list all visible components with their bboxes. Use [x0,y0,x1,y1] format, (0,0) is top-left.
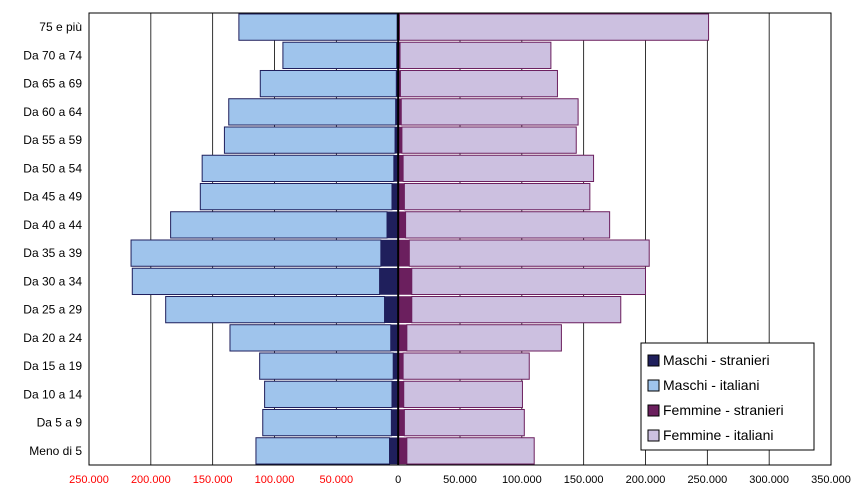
bar-maschi-italiani [264,380,393,409]
bar-maschi-stranieri [379,267,399,295]
x-tick-label: 100.000 [502,474,542,486]
bars-group [130,13,710,465]
bar-femmine-stranieri [397,437,408,465]
legend-swatch [647,354,660,367]
x-tick-label: 50.000 [320,474,354,486]
bar-maschi-italiani [282,41,398,70]
bar-femmine-italiani [399,41,552,70]
bar-femmine-italiani [408,239,650,267]
legend-label: Femmine - italiani [663,427,773,443]
bar-maschi-italiani [165,295,386,324]
category-label: Da 35 a 39 [23,246,82,260]
bar-femmine-italiani [403,182,591,211]
bar-femmine-italiani [400,98,579,126]
category-label: Da 30 a 34 [23,274,82,288]
bar-femmine-stranieri [397,324,408,352]
legend-box [640,342,815,451]
category-label: Da 25 a 29 [23,303,82,317]
category-label: Da 15 a 19 [23,359,82,373]
legend-label: Femmine - stranieri [663,402,784,418]
x-tick-label: 100.000 [255,474,295,486]
category-labels: 75 e più Da 70 a 74 Da 65 a 69 Da 60 a 64 Da… [23,20,82,458]
bar-maschi-italiani [170,211,388,239]
bar-maschi-stranieri [389,437,399,465]
bar-maschi-italiani [131,267,381,296]
bar-maschi-stranieri [384,296,399,324]
category-label: Da 55 a 59 [23,133,82,147]
bar-femmine-italiani [411,267,646,296]
bar-maschi-italiani [228,98,397,126]
category-label: Da 50 a 54 [23,161,82,175]
category-label: Meno di 5 [29,444,82,458]
category-label: Da 10 a 14 [23,387,82,401]
bar-femmine-italiani [403,380,523,409]
bar-femmine-italiani [401,126,577,154]
x-tick-label: 250.000 [69,474,109,486]
bar-femmine-stranieri [397,296,413,324]
bar-maschi-italiani [201,154,395,183]
bar-femmine-italiani [402,352,530,380]
bar-maschi-italiani [238,13,398,41]
legend-label: Maschi - italiani [663,377,759,393]
x-tick-label: 150.000 [193,474,233,486]
x-tick-label: 300.000 [749,474,789,486]
category-label: Da 40 a 44 [23,218,82,232]
bar-femmine-italiani [402,154,595,183]
bar-maschi-italiani [255,437,391,465]
bar-femmine-italiani [398,13,710,41]
x-tick-label: 150.000 [564,474,604,486]
bar-femmine-stranieri [397,211,406,239]
bar-maschi-stranieri [386,211,399,239]
bar-maschi-stranieri [391,409,399,437]
bar-maschi-italiani [130,239,382,267]
x-tick-label: 200.000 [626,474,666,486]
bar-maschi-italiani [259,69,397,98]
bar-femmine-italiani [406,437,535,465]
x-tick-label: 250.000 [687,474,727,486]
x-tick-label: 0 [395,474,401,486]
category-label: Da 20 a 24 [23,331,82,345]
legend-label: Maschi - stranieri [663,352,770,368]
legend-swatch [647,404,660,417]
category-label: 75 e più [39,20,82,34]
bar-maschi-italiani [259,352,394,380]
bar-maschi-italiani [262,408,392,437]
bar-maschi-stranieri [380,239,399,267]
legend-swatch [647,429,660,442]
bar-maschi-italiani [229,324,392,352]
bar-femmine-italiani [411,295,622,324]
legend-swatch [647,379,660,392]
category-label: Da 70 a 74 [23,48,82,62]
bar-maschi-italiani [223,126,396,154]
x-tick-labels: 250.000 200.000 150.000 100.000 50.000 0 50.00… [69,474,851,486]
bar-femmine-italiani [403,408,525,437]
bar-femmine-stranieri [397,267,413,295]
bar-femmine-italiani [405,211,611,239]
bar-femmine-italiani [399,69,558,98]
bar-femmine-italiani [406,324,562,352]
x-tick-label: 200.000 [131,474,171,486]
legend: Maschi - stranieri Maschi - italiani Femmi… [640,342,815,451]
category-label: Da 65 a 69 [23,77,82,91]
category-label: Da 5 a 9 [37,416,83,430]
x-tick-label: 50.000 [443,474,477,486]
bar-maschi-italiani [199,182,393,211]
category-label: Da 60 a 64 [23,105,82,119]
bar-maschi-stranieri [390,324,399,352]
bar-femmine-stranieri [397,239,410,267]
x-tick-label: 350.000 [811,474,851,486]
category-label: Da 45 a 49 [23,190,82,204]
